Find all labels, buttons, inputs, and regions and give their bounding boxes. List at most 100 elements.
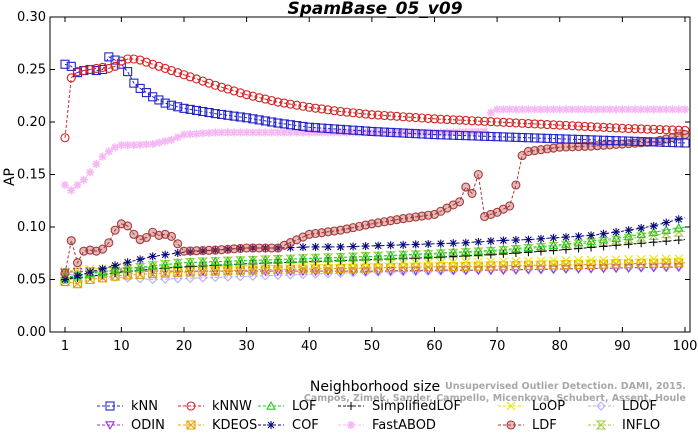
data-point-cof (536, 234, 545, 243)
data-point-fastabod (104, 147, 113, 156)
data-point-knn (505, 132, 515, 142)
data-point-knnw (292, 100, 302, 110)
data-point-simplifiedlof (436, 253, 445, 262)
legend-marker-knn (105, 401, 115, 411)
data-point-knnw (523, 119, 533, 129)
data-point-simplifiedlof (186, 262, 195, 271)
data-point-fastabod (405, 128, 414, 137)
data-point-fastabod (179, 130, 188, 139)
data-point-cof (223, 245, 232, 254)
data-point-knn (555, 134, 565, 144)
data-point-knnw (361, 109, 371, 119)
data-point-knn (411, 129, 421, 139)
y-tick-label: 0.20 (17, 115, 46, 130)
data-point-lof (523, 242, 534, 252)
data-point-knn (642, 137, 652, 147)
data-point-ldf (505, 201, 515, 211)
data-point-knnw (555, 120, 565, 130)
data-point-fastabod (624, 105, 633, 114)
data-point-knn (592, 135, 602, 145)
data-point-fastabod (562, 105, 571, 114)
data-point-knnw (680, 125, 690, 135)
data-point-knnw (605, 123, 615, 133)
data-point-lof (197, 256, 208, 266)
data-point-knnw (191, 74, 202, 84)
data-point-lof (147, 260, 158, 270)
data-point-knn (342, 125, 352, 135)
data-point-knnw (267, 96, 277, 106)
data-point-fastabod (261, 128, 270, 137)
data-point-knn (392, 128, 402, 138)
data-point-knn (148, 92, 158, 102)
legend-label: FastABOD (372, 418, 436, 433)
data-point-lof (573, 237, 584, 247)
x-tick-label: 10 (113, 339, 130, 354)
data-point-simplifiedlof (549, 246, 558, 255)
data-point-knn (242, 113, 252, 123)
data-point-knn (573, 134, 584, 144)
data-point-fastabod (417, 128, 426, 137)
data-point-cof (436, 239, 445, 248)
data-point-fastabod (336, 128, 345, 137)
data-point-fastabod (662, 105, 671, 114)
data-point-knn (567, 134, 577, 144)
data-point-knnw (110, 61, 120, 71)
data-point-fastabod (342, 128, 351, 137)
data-point-inflo (235, 256, 246, 266)
data-point-knnw (198, 76, 208, 86)
data-point-fastabod (361, 128, 370, 137)
data-point-knn (480, 131, 490, 141)
data-point-cof (599, 229, 608, 238)
data-point-knn (217, 109, 227, 119)
data-point-ldf (66, 236, 76, 246)
data-point-knnw (160, 63, 170, 73)
data-point-cof (499, 236, 508, 245)
data-point-knn (386, 127, 396, 137)
data-point-fastabod (543, 105, 552, 114)
data-point-knnw (279, 98, 289, 108)
data-point-lof (510, 243, 521, 253)
data-point-loop (561, 256, 571, 265)
data-point-loop (461, 257, 471, 267)
data-point-knn (473, 131, 483, 141)
data-point-inflo (297, 254, 309, 264)
data-point-knn (611, 136, 621, 146)
data-point-fastabod (587, 105, 596, 114)
data-point-knnw (336, 106, 346, 117)
data-point-fastabod (255, 128, 264, 137)
data-point-knnw (486, 117, 496, 127)
x-tick-label: 30 (238, 339, 255, 354)
data-point-inflo (122, 264, 133, 274)
data-point-knn (486, 131, 496, 142)
data-point-odin (661, 263, 672, 273)
data-point-knn (329, 124, 339, 134)
data-point-knnw (592, 122, 602, 132)
data-point-fastabod (273, 128, 282, 137)
data-point-knnw (498, 117, 508, 127)
legend-marker-lof (266, 400, 276, 410)
legend-item-fastabod: FastABOD (338, 418, 436, 433)
data-point-knn (492, 132, 502, 142)
data-point-knnw (567, 121, 577, 131)
data-point-knnw (273, 97, 283, 107)
series-line-ldf (64, 134, 686, 274)
data-point-fastabod (154, 138, 163, 147)
data-point-knnw (611, 123, 621, 133)
data-point-loop (423, 258, 433, 268)
data-point-knn (636, 136, 646, 147)
series-line-loop (64, 258, 686, 272)
data-point-lof (298, 253, 308, 263)
data-point-kdeos (498, 261, 508, 271)
data-point-fastabod (374, 128, 383, 137)
data-point-lof (448, 247, 459, 257)
data-point-cof (298, 243, 307, 252)
data-point-simplifiedlof (612, 241, 621, 250)
data-point-ldf (517, 151, 527, 161)
data-point-inflo (285, 254, 296, 264)
data-point-cof (524, 235, 533, 244)
data-point-fastabod (79, 175, 88, 184)
data-point-knnw (448, 115, 458, 125)
data-point-inflo (410, 250, 422, 260)
data-point-ldf (173, 239, 183, 249)
data-point-loop (373, 259, 383, 269)
